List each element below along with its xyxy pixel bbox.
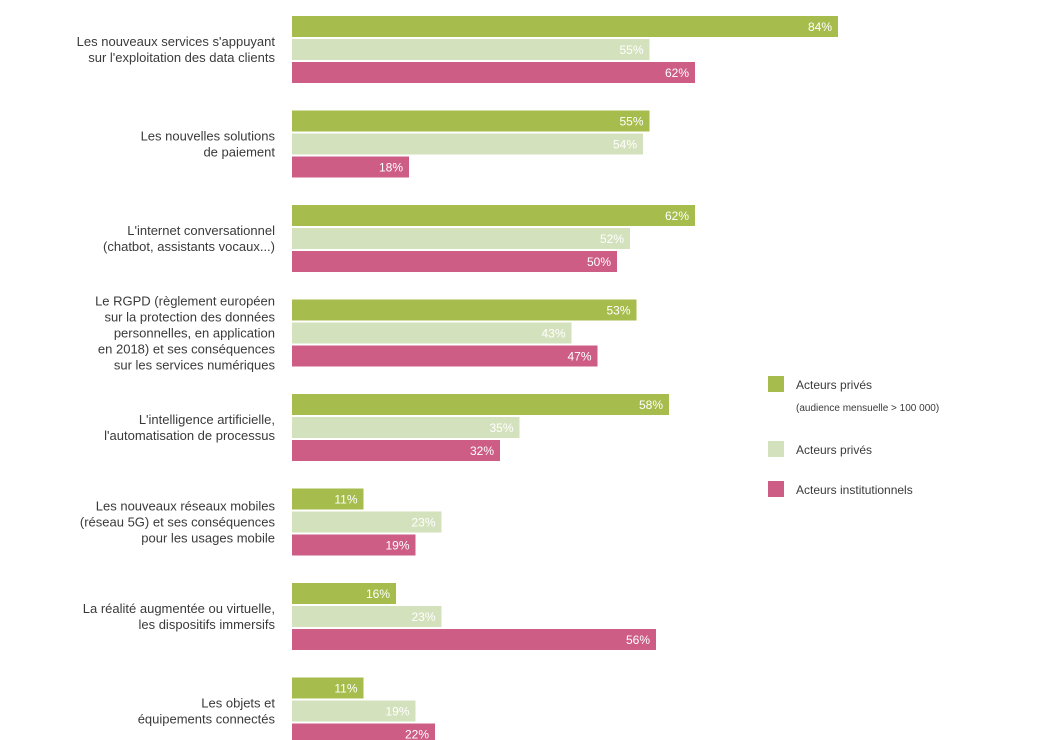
value-label-5-0: 11% [334, 493, 357, 507]
bar-6-2 [292, 629, 656, 650]
category-label-5: Les nouveaux réseaux mobiles (réseau 5G) … [80, 499, 276, 546]
value-label-1-1: 54% [613, 138, 637, 152]
value-label-7-1: 19% [385, 705, 409, 719]
value-label-5-2: 19% [385, 539, 409, 553]
bars-group: 84% 55% 62% 55% 54% 18% 62% 52% 50% 53% 43%47% 58% 3… [292, 16, 838, 740]
category-label-1: Les nouvelles solutions de paiement [141, 129, 276, 160]
value-label-6-1: 23% [411, 610, 435, 624]
value-label-3-0: 53% [606, 304, 630, 318]
bar-7-2 [292, 723, 435, 740]
bar-5-1 [292, 511, 442, 533]
value-label-5-1: 23% [411, 516, 435, 530]
legend-label-1: Acteurs privés [796, 443, 872, 457]
value-label-4-0: 58% [639, 398, 663, 412]
legend-swatch-0 [768, 376, 784, 392]
category-label-6: La réalité augmentée ou virtuelle, les di… [83, 601, 276, 632]
category-label-7: Les objets et équipements connectés [138, 696, 276, 727]
value-label-1-2: 18% [379, 161, 403, 175]
bar-1-1 [292, 133, 643, 155]
bar-5-0 [292, 488, 364, 510]
bar-5-2 [292, 534, 416, 556]
value-label-0-2: 62% [665, 66, 689, 80]
bar-2-2 [292, 251, 617, 272]
value-label-6-0: 16% [366, 587, 390, 601]
category-label-0: Les nouveaux services s'appuyant sur l'ex… [77, 34, 276, 65]
bar-2-0 [292, 205, 695, 226]
value-label-4-1: 35% [489, 421, 513, 435]
value-label-2-2: 50% [587, 255, 611, 269]
value-label-2-0: 62% [665, 209, 689, 223]
value-label-4-2: 32% [470, 444, 494, 458]
bar-6-1 [292, 606, 442, 627]
bar-7-1 [292, 700, 416, 722]
legend-swatch-2 [768, 481, 784, 497]
bar-1-2 [292, 156, 409, 178]
bar-0-2 [292, 62, 695, 83]
value-label-3-2: 47% [567, 350, 591, 364]
bar-7-0 [292, 677, 364, 699]
bar-1-0 [292, 110, 650, 132]
bar-0-0 [292, 16, 838, 37]
bar-3-2 [292, 345, 598, 367]
bar-2-1 [292, 228, 630, 249]
bar-4-2 [292, 440, 500, 461]
value-label-6-2: 56% [626, 633, 650, 647]
bar-4-0 [292, 394, 669, 415]
category-label-3: Le RGPD (règlement européen sur la protec… [95, 294, 275, 373]
bar-6-0 [292, 583, 396, 604]
value-label-3-1: 43% [541, 327, 565, 341]
legend-label-2: Acteurs institutionnels [796, 483, 913, 497]
value-label-7-0: 11% [334, 682, 357, 696]
value-label-0-0: 84% [808, 20, 832, 34]
value-label-7-2: 22% [405, 728, 429, 740]
bar-4-1 [292, 417, 520, 438]
value-label-2-1: 52% [600, 232, 624, 246]
bar-3-1 [292, 322, 572, 344]
bar-3-0 [292, 299, 637, 321]
category-labels-group: Les nouveaux services s'appuyant sur l'ex… [77, 34, 276, 727]
value-label-0-1: 55% [619, 43, 643, 57]
bar-0-1 [292, 39, 650, 60]
value-label-1-0: 55% [619, 115, 643, 129]
legend-swatch-1 [768, 441, 784, 457]
category-label-4: L'intelligence artificielle, l'automatisa… [104, 412, 275, 443]
legend-label-0: Acteurs privés [796, 378, 872, 392]
legend-sublabel-0: (audience mensuelle > 100 000) [796, 403, 939, 414]
legend: Acteurs privés (audience mensuelle > 100 … [768, 376, 939, 497]
category-label-2: L'internet conversationnel (chatbot, assi… [103, 223, 275, 254]
